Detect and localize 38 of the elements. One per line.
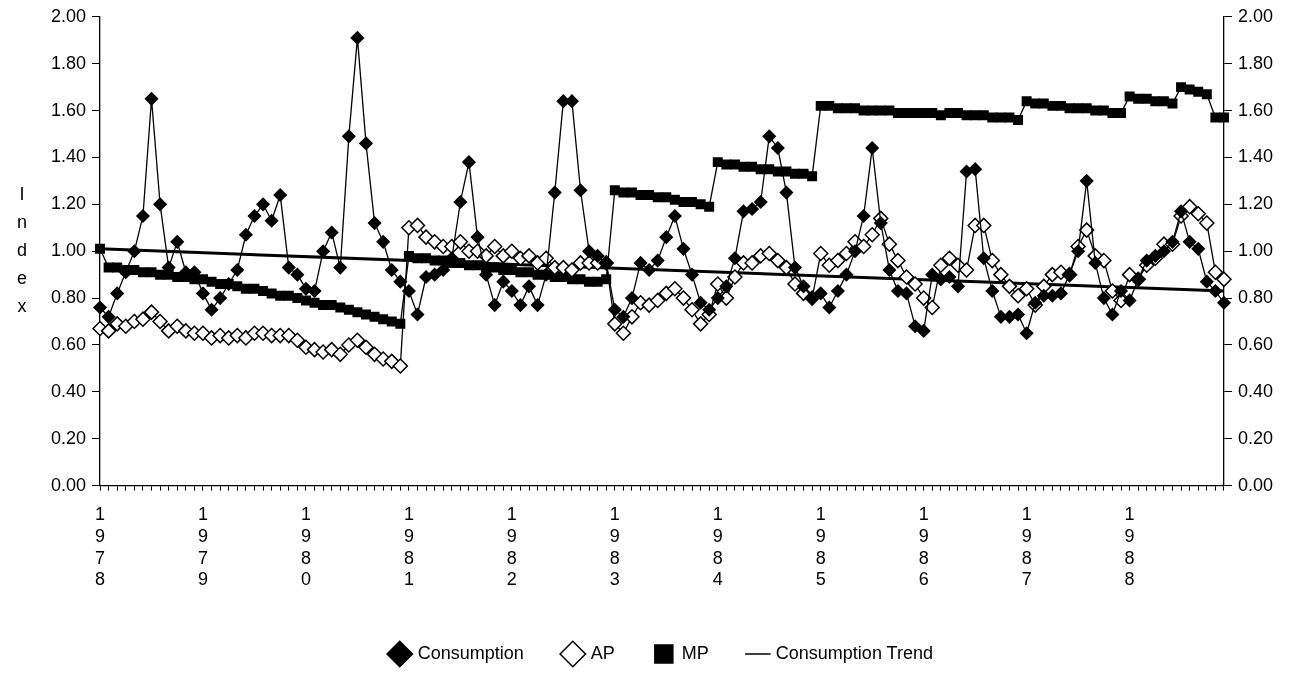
x-tick-label: 1985 — [815, 504, 826, 590]
y-axis-title: Index — [16, 184, 28, 317]
y2-tick-label: 0.60 — [1237, 333, 1274, 354]
y-tick-label: 0.20 — [50, 427, 87, 448]
x-tick-label: 1987 — [1021, 504, 1032, 590]
x-tick-label: 1984 — [712, 504, 723, 590]
y2-tick-label: 1.00 — [1237, 240, 1274, 261]
x-tick-label: 1979 — [197, 504, 208, 590]
y-tick-label: 0.80 — [50, 287, 87, 308]
y2-tick-label: 0.00 — [1237, 474, 1274, 495]
y-tick-label: 1.40 — [50, 146, 87, 167]
y2-tick-label: 1.80 — [1237, 52, 1274, 73]
legend-label: MP — [681, 642, 709, 663]
y2-tick-label: 2.00 — [1237, 5, 1274, 26]
legend-label: AP — [590, 642, 615, 663]
y-tick-label: 1.00 — [50, 240, 87, 261]
y-tick-label: 0.00 — [50, 474, 87, 495]
y2-tick-label: 0.40 — [1237, 380, 1274, 401]
y-tick-label: 0.60 — [50, 333, 87, 354]
y2-tick-label: 0.20 — [1237, 427, 1274, 448]
legend-label: Consumption — [417, 642, 524, 663]
y2-tick-label: 1.60 — [1237, 99, 1274, 120]
x-tick-label: 1980 — [300, 504, 311, 590]
x-tick-label: 1981 — [403, 504, 414, 590]
legend-label: Consumption Trend — [775, 642, 933, 663]
x-tick-label: 1988 — [1124, 504, 1135, 590]
y-tick-label: 1.20 — [50, 193, 87, 214]
y-tick-label: 0.40 — [50, 380, 87, 401]
y2-tick-label: 1.20 — [1237, 193, 1274, 214]
x-tick-label: 1983 — [609, 504, 620, 590]
x-tick-label: 1986 — [918, 504, 929, 590]
x-tick-label: 1978 — [95, 504, 106, 590]
y-tick-label: 1.80 — [50, 52, 87, 73]
y2-tick-label: 1.40 — [1237, 146, 1274, 167]
y-tick-label: 1.60 — [50, 99, 87, 120]
y2-tick-label: 0.80 — [1237, 287, 1274, 308]
x-tick-label: 1982 — [506, 504, 517, 590]
y-tick-label: 2.00 — [50, 5, 87, 26]
